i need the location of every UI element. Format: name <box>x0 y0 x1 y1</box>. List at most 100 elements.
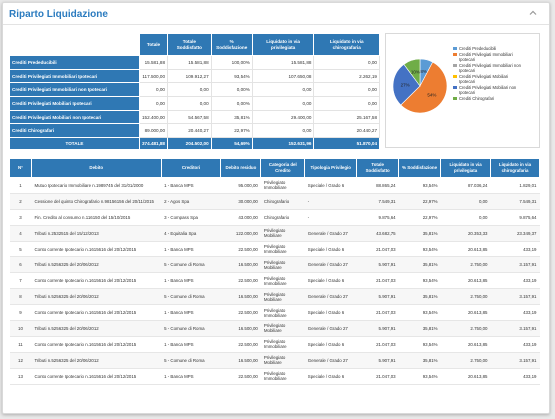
summary-cell-perc: 0,00% <box>210 96 253 111</box>
detail-cell-liquidato-chiro: 433,19 <box>490 241 540 258</box>
legend-item[interactable]: Crediti Prededucibili <box>453 46 523 51</box>
summary-cell-totale: 89.000,00 <box>139 123 168 139</box>
detail-cell-tipologia: Generale / Grado 27 <box>304 352 357 369</box>
detail-cell-liquidato-priv: 2.750,00 <box>440 288 491 306</box>
legend-item[interactable]: Crediti Privilegiati Immobiliari Ipoteca… <box>453 52 523 62</box>
pie-slice-label: 8% <box>420 69 427 74</box>
legend-swatch <box>453 75 457 78</box>
detail-cell-totale-soddisfatto: 5.907,91 <box>356 256 399 274</box>
detail-cell-liquidato-chiro: 3.157,91 <box>490 320 540 337</box>
detail-cell-row-number: 2 <box>9 193 32 210</box>
detail-cell-totale-soddisfatto: 5.907,91 <box>356 320 399 337</box>
pie-slice[interactable] <box>403 58 421 87</box>
detail-cell-categoria: Privilegiato Immobiliare <box>260 177 305 194</box>
detail-cell-row-number: 3 <box>9 209 32 226</box>
detail-header-cell[interactable]: Categoria del Credito <box>260 158 306 178</box>
legend-item[interactable]: Crediti Privilegiati Mobiliari non Ipote… <box>453 85 523 95</box>
summary-row: Crediti Privilegiati Immobiliari non Ipo… <box>9 82 380 98</box>
table-row[interactable]: 13 Conto corrente Ipotecario n.1615616 de… <box>9 368 540 385</box>
chevron-up-icon[interactable] <box>529 9 537 17</box>
detail-cell-creditore: 1 - Banca MPS <box>161 368 221 385</box>
detail-header-cell[interactable]: Creditori <box>160 158 222 178</box>
detail-cell-liquidato-priv: 20.613,85 <box>440 241 491 258</box>
detail-cell-liquidato-chiro: 433,19 <box>490 336 540 353</box>
summary-row: Crediti Privilegiati Immobiliari Ipoteca… <box>9 68 380 84</box>
detail-cell-perc-soddisfazione: 93,54% <box>398 272 441 290</box>
detail-header-cell[interactable]: Liquidato in via privilegiata <box>440 158 491 178</box>
legend-item[interactable]: Crediti Privilegiati Mobiliari Ipotecari <box>453 74 523 84</box>
summary-header-row: Totale Totale Soddisfatto % Soddisfazion… <box>9 33 380 56</box>
table-row[interactable]: 12 Tributi n.5256325 del 20/06/2012 5 - Co… <box>9 352 540 369</box>
detail-cell-creditore: 5 - Comune di Roma <box>161 352 221 369</box>
table-row[interactable]: 2 Cessione del quinto Chirografario n.981… <box>9 193 540 210</box>
detail-cell-categoria: Privilegiato Mobiliare <box>260 352 305 369</box>
detail-cell-liquidato-chiro: 3.157,91 <box>490 352 540 369</box>
pie-slice[interactable] <box>392 63 421 106</box>
detail-cell-debito-residuo: 22.500,00 <box>220 241 261 258</box>
pie-slice[interactable] <box>400 61 448 114</box>
detail-cell-perc-soddisfazione: 35,81% <box>398 288 441 306</box>
summary-cell-totale: 15.581,88 <box>139 55 168 70</box>
detail-cell-creditore: 2 - Agos Spa <box>161 193 221 210</box>
table-row[interactable]: 4 Tributi n.2532515 del 15/12/2013 4 - Equ… <box>9 225 540 242</box>
detail-cell-creditore: 1 - Banca MPS <box>161 272 221 290</box>
detail-cell-categoria: Privilegiato Immobiliare <box>260 304 305 322</box>
detail-cell-liquidato-priv: 2.750,00 <box>440 256 491 274</box>
table-row[interactable]: 1 Mutuo Ipotecario Immobiliare n.1989745 … <box>9 177 540 194</box>
detail-cell-perc-soddisfazione: 35,81% <box>398 352 441 369</box>
detail-cell-liquidato-chiro: 3.157,91 <box>490 288 540 306</box>
detail-cell-debito: Fin. Credito al consumo n.116150 del 15/… <box>31 209 162 226</box>
detail-cell-debito-residuo: 95.000,00 <box>220 177 261 194</box>
detail-cell-categoria: Privilegiato Mobiliare <box>260 320 305 337</box>
legend-swatch <box>453 47 457 50</box>
detail-cell-debito-residuo: 16.500,00 <box>220 256 261 274</box>
summary-total-label: TOTALE <box>9 137 140 151</box>
summary-header-soddisfatto: Totale Soddisfatto <box>167 33 212 56</box>
detail-cell-categoria: Privilegiato Mobiliare <box>260 256 305 274</box>
detail-cell-totale-soddisfatto: 5.907,91 <box>356 352 399 369</box>
table-row[interactable]: 11 Conto corrente Ipotecario n.1615616 de… <box>9 336 540 353</box>
detail-header-cell[interactable]: N° <box>9 158 32 178</box>
summary-row-label: Crediti Privilegiati Immobiliari non Ipo… <box>9 82 140 98</box>
legend-item[interactable]: Crediti Chirografari <box>453 96 523 101</box>
summary-cell-chiro: 0,00 <box>313 82 380 98</box>
summary-cell-chiro: 20.440,27 <box>313 123 380 139</box>
table-row[interactable]: 8 Tributi n.5256325 del 20/06/2012 5 - Com… <box>9 288 540 306</box>
detail-cell-liquidato-priv: 20.613,85 <box>440 368 491 385</box>
detail-cell-liquidato-chiro: 7.549,31 <box>490 193 540 210</box>
table-row[interactable]: 3 Fin. Credito al consumo n.116150 del 15… <box>9 209 540 226</box>
summary-row: Crediti Privilegiati Mobiliari Ipotecari… <box>9 96 380 111</box>
detail-cell-totale-soddisfatto: 21.047,03 <box>356 241 399 258</box>
table-row[interactable]: 7 Conto corrente Ipotecario n.1615616 del… <box>9 272 540 290</box>
table-row[interactable]: 10 Tributi n.5256325 del 20/06/2012 5 - Co… <box>9 320 540 337</box>
detail-cell-totale-soddisfatto: 43.682,75 <box>356 225 399 242</box>
pie-slice-label: 27% <box>401 82 410 87</box>
summary-row: Crediti Chirografari 89.000,00 20.440,27 22… <box>9 123 380 139</box>
detail-header-cell[interactable]: Tipologia Privilegio <box>304 158 358 178</box>
detail-cell-debito-residuo: 16.500,00 <box>220 320 261 337</box>
legend-swatch <box>453 97 457 100</box>
legend-swatch <box>453 53 457 56</box>
summary-total-soddisfatto: 204.502,00 <box>167 137 212 151</box>
summary-cell-priv: 0,00 <box>251 123 315 139</box>
table-row[interactable]: 5 Conto corrente Ipotecario n.1615616 del… <box>9 241 540 258</box>
detail-header-cell[interactable]: Liquidato in via chirografaria <box>490 158 540 178</box>
detail-cell-debito: Conto corrente Ipotecario n.1615616 del … <box>31 368 162 385</box>
detail-header-cell[interactable]: Totale Soddisfatto <box>356 158 400 178</box>
legend-label: Crediti Privilegiati Mobiliari Ipotecari <box>459 74 509 84</box>
table-row[interactable]: 6 Tributi n.5256325 del 20/06/2012 5 - Com… <box>9 256 540 274</box>
summary-row: Crediti Prededucibili 15.581,88 15.581,88 1… <box>9 55 380 70</box>
detail-cell-tipologia: Speciale / Grado 6 <box>304 368 357 385</box>
table-row[interactable]: 9 Conto corrente Ipotecario n.1615616 del… <box>9 304 540 322</box>
detail-header-cell[interactable]: Debito <box>30 158 162 178</box>
detail-cell-categoria: Privilegiato Immobiliare <box>260 241 305 258</box>
summary-total-chiro: 51.870,04 <box>313 137 380 151</box>
summary-header-perc: % Soddisfazione <box>210 33 253 56</box>
summary-header-priv: Liquidato in via privilegiata <box>251 33 315 56</box>
summary-cell-totale: 152.400,00 <box>139 109 168 125</box>
summary-cell-priv: 15.581,88 <box>251 55 315 70</box>
detail-header-cell[interactable]: Debito residuo <box>220 158 262 178</box>
detail-header-cell[interactable]: % Soddisfazione <box>398 158 442 178</box>
legend-item[interactable]: Crediti Privilegiati Immobiliari non Ipo… <box>453 63 523 73</box>
detail-cell-perc-soddisfazione: 22,97% <box>398 209 441 226</box>
